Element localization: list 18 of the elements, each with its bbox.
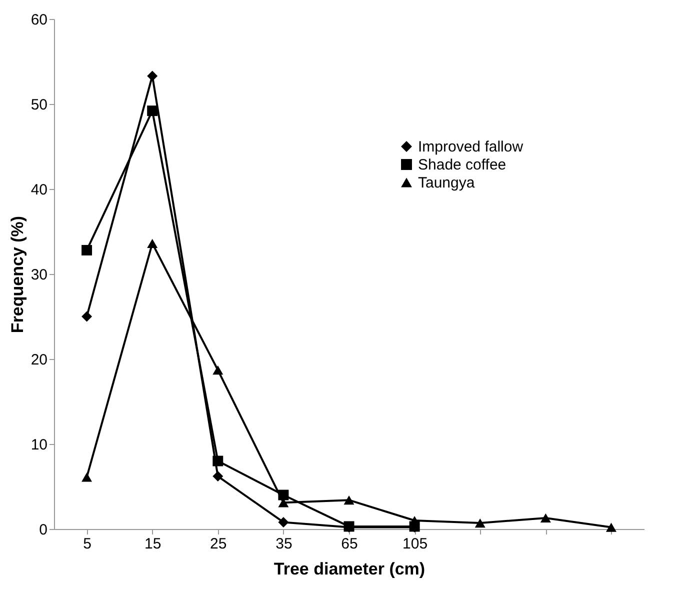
x-axis-title: Tree diameter (cm) xyxy=(274,560,426,578)
y-tick-label: 30 xyxy=(30,266,48,284)
x-tick-label: 35 xyxy=(276,536,292,552)
legend-label: Shade coffee xyxy=(418,156,506,174)
x-tick-label: 25 xyxy=(210,536,227,552)
x-tick-label: 65 xyxy=(341,536,358,552)
y-tick-label: 50 xyxy=(30,96,48,114)
y-tick-label: 0 xyxy=(39,522,48,538)
y-tick-label: 10 xyxy=(30,436,48,454)
x-tick-label: 5 xyxy=(83,536,92,552)
y-axis-title: Frequency (%) xyxy=(8,216,27,334)
y-tick-label: 60 xyxy=(30,12,48,28)
legend-label: Improved fallow xyxy=(418,138,524,156)
x-tick-label: 105 xyxy=(402,536,428,552)
x-tick-label: 15 xyxy=(144,536,162,552)
y-tick-label: 40 xyxy=(30,182,48,198)
legend-label: Taungya xyxy=(418,174,476,192)
y-tick-label: 20 xyxy=(30,352,48,368)
